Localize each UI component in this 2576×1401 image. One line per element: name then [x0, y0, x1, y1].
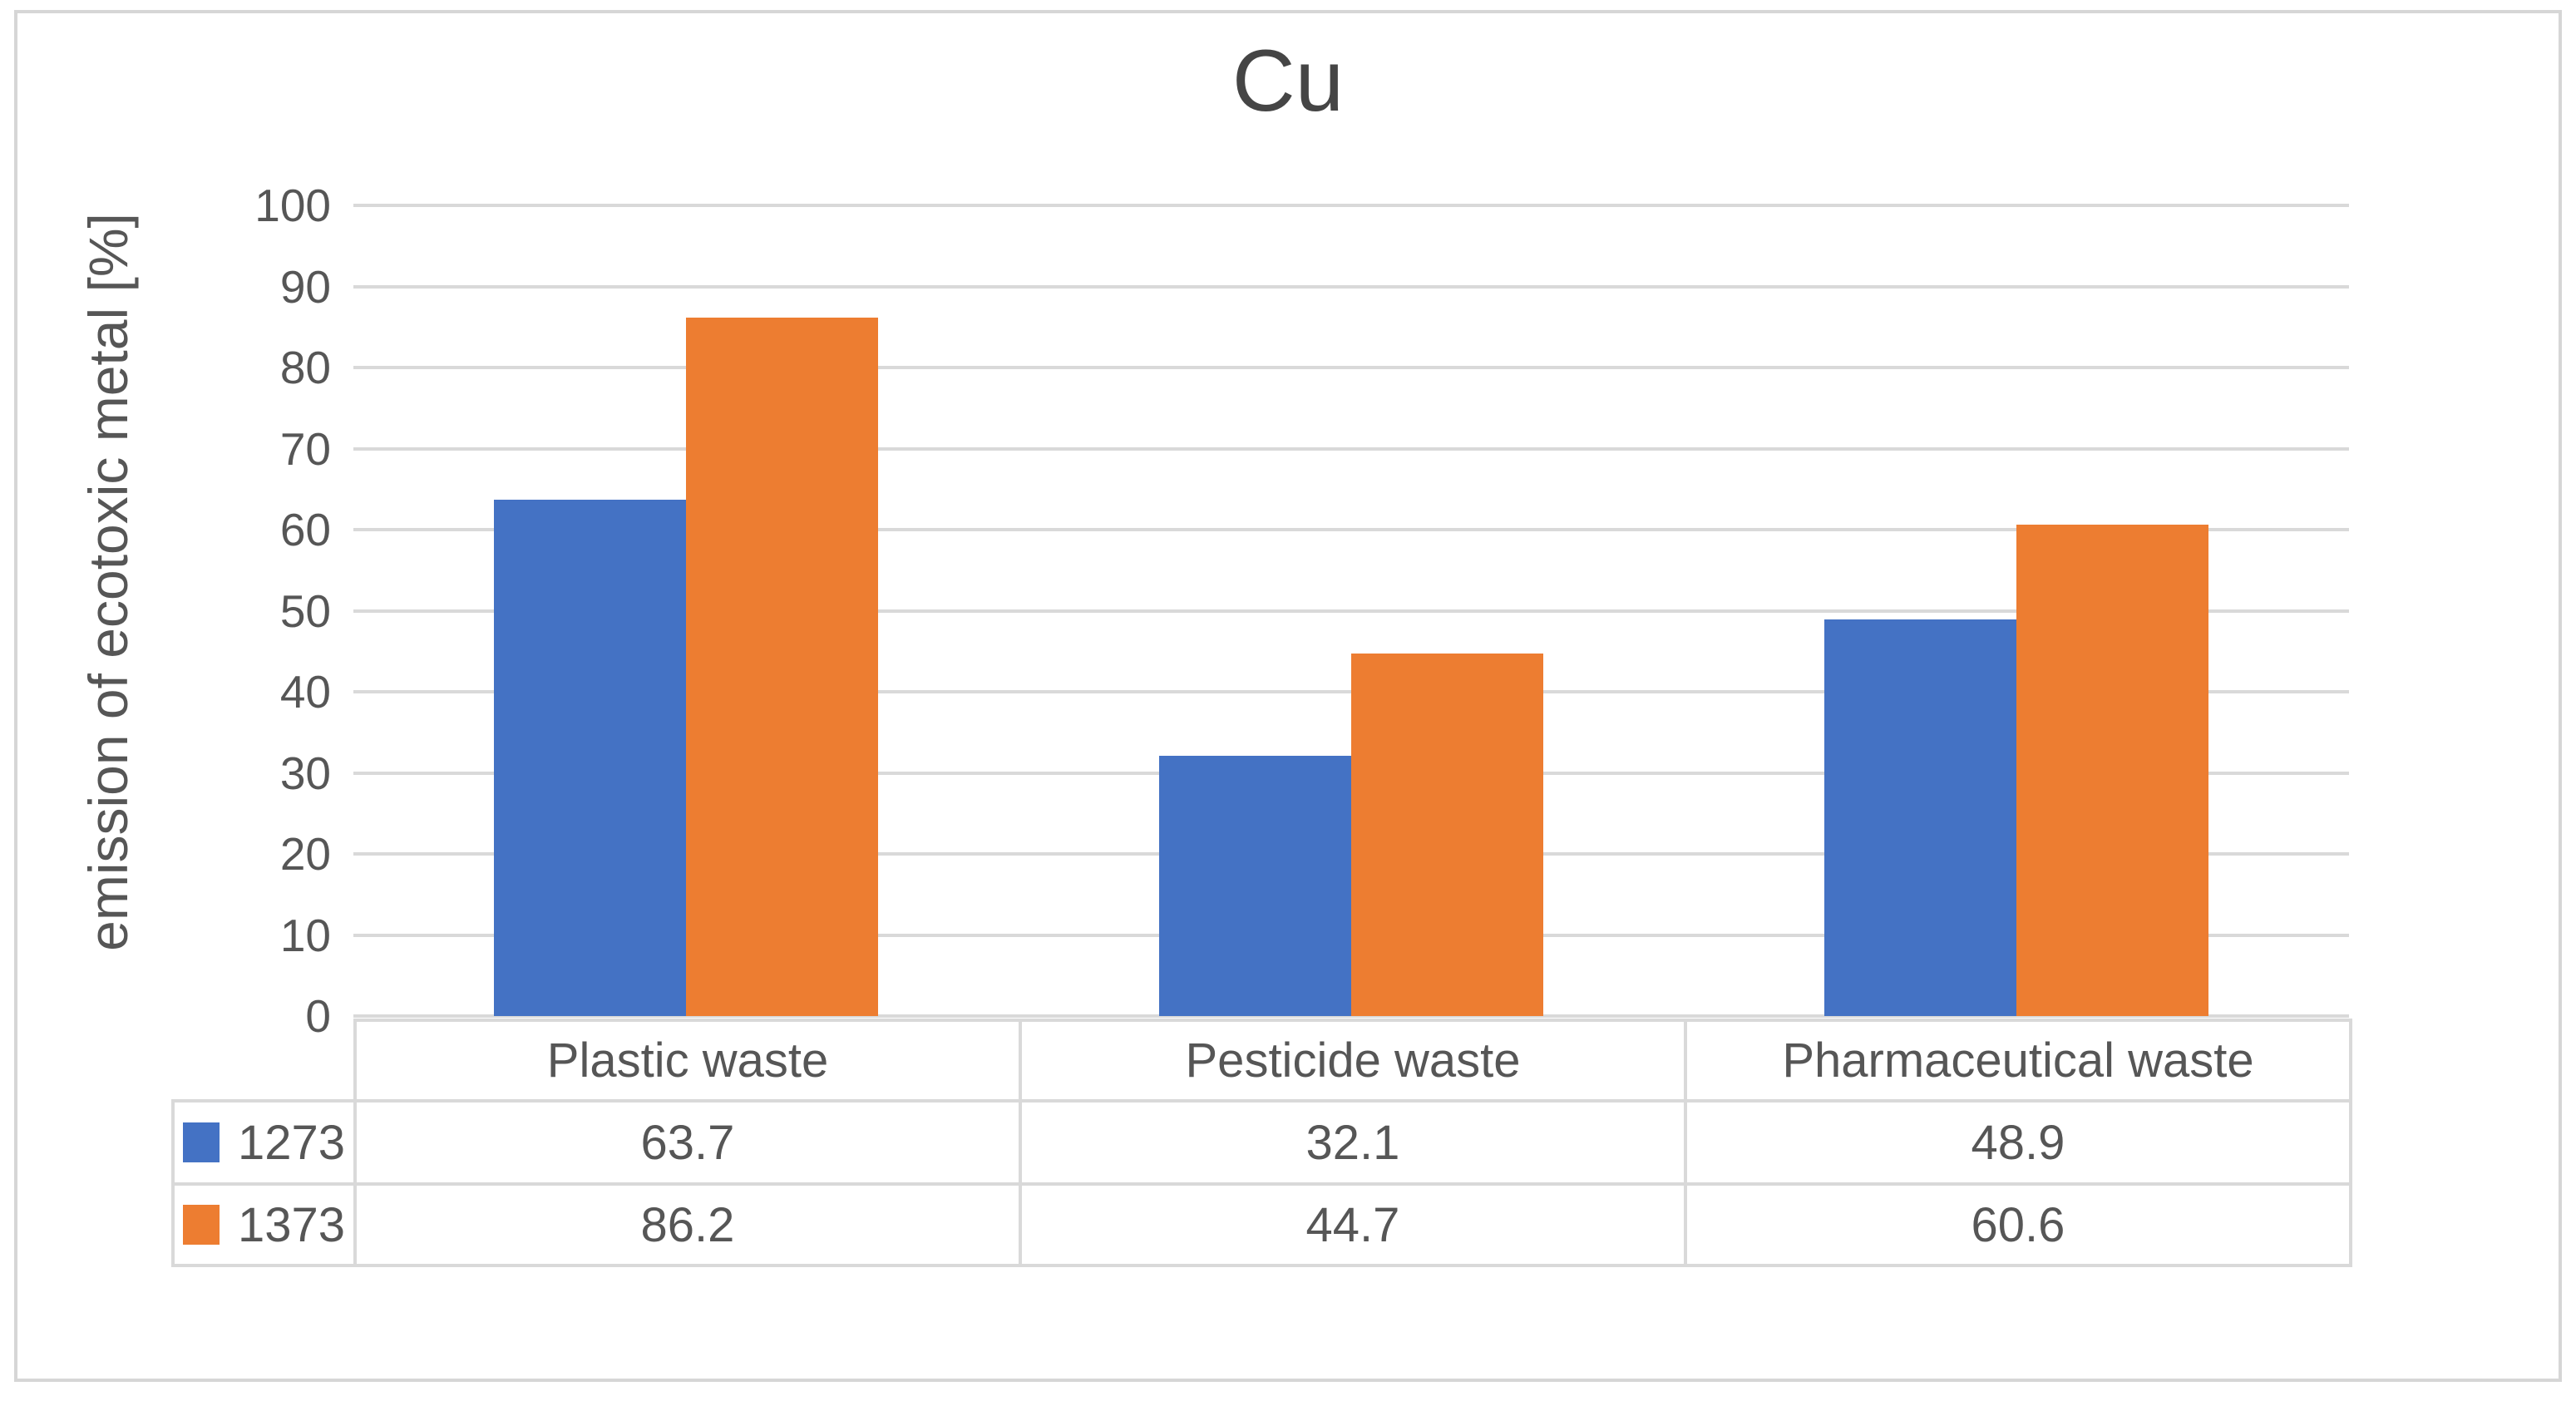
chart-outer-border: [14, 10, 2562, 1382]
gridline-0: [353, 1014, 2349, 1018]
bar-1273-pharmaceutical-waste: [1824, 619, 2016, 1016]
data-table: Plastic waste Pesticide waste Pharmaceutic…: [171, 1019, 2352, 1267]
gridline-50: [353, 609, 2349, 613]
table-header-cell-0: Plastic waste: [353, 1019, 1022, 1103]
value-cell-1273-2: 48.9: [1684, 1099, 2352, 1186]
gridline-70: [353, 446, 2349, 451]
legend-cell-1373: 1373: [171, 1182, 357, 1267]
gridline-90: [353, 284, 2349, 289]
value-cell-1373-0: 86.2: [353, 1182, 1022, 1267]
bar-1273-pesticide-waste: [1159, 756, 1351, 1016]
gridline-80: [353, 366, 2349, 369]
value-cell-1373-2: 60.6: [1684, 1182, 2352, 1267]
y-tick-label-100: 100: [254, 180, 331, 231]
plot-area: [353, 204, 2349, 1018]
gridline-60: [353, 528, 2349, 531]
table-row-1373: 1373 86.2 44.7 60.6: [171, 1182, 2352, 1267]
bar-1373-plastic-waste: [686, 317, 878, 1016]
table-row-1273: 1273 63.7 32.1 48.9: [171, 1099, 2352, 1186]
table-header-cell-2: Pharmaceutical waste: [1684, 1019, 2352, 1103]
y-tick-label-50: 50: [279, 585, 331, 637]
y-tick-label-40: 40: [279, 666, 331, 718]
y-tick-label-30: 30: [279, 747, 331, 799]
legend-cell-1273: 1273: [171, 1099, 357, 1186]
value-cell-1273-0: 63.7: [353, 1099, 1022, 1186]
y-tick-label-10: 10: [279, 909, 331, 961]
y-tick-label-80: 80: [279, 342, 331, 393]
bar-1273-plastic-waste: [494, 499, 686, 1016]
y-tick-label-90: 90: [279, 260, 331, 313]
y-tick-label-0: 0: [305, 990, 331, 1042]
y-tick-label-70: 70: [279, 422, 331, 475]
legend-label-1273: 1273: [237, 1115, 346, 1170]
value-cell-1373-1: 44.7: [1019, 1182, 1687, 1267]
bar-1373-pesticide-waste: [1351, 654, 1543, 1016]
data-table-wrap: Plastic waste Pesticide waste Pharmaceutic…: [171, 1019, 2352, 1267]
legend-swatch-1273: [182, 1122, 220, 1162]
gridline-100: [353, 204, 2349, 207]
y-tick-label-20: 20: [279, 828, 331, 880]
bar-1373-pharmaceutical-waste: [2016, 525, 2208, 1016]
legend-swatch-1373: [182, 1205, 220, 1245]
value-cell-1273-1: 32.1: [1019, 1099, 1687, 1186]
legend-label-1373: 1373: [237, 1197, 346, 1252]
y-tick-label-60: 60: [279, 504, 331, 555]
table-header-cell-1: Pesticide waste: [1019, 1019, 1687, 1103]
chart-title: Cu: [1231, 32, 1345, 130]
